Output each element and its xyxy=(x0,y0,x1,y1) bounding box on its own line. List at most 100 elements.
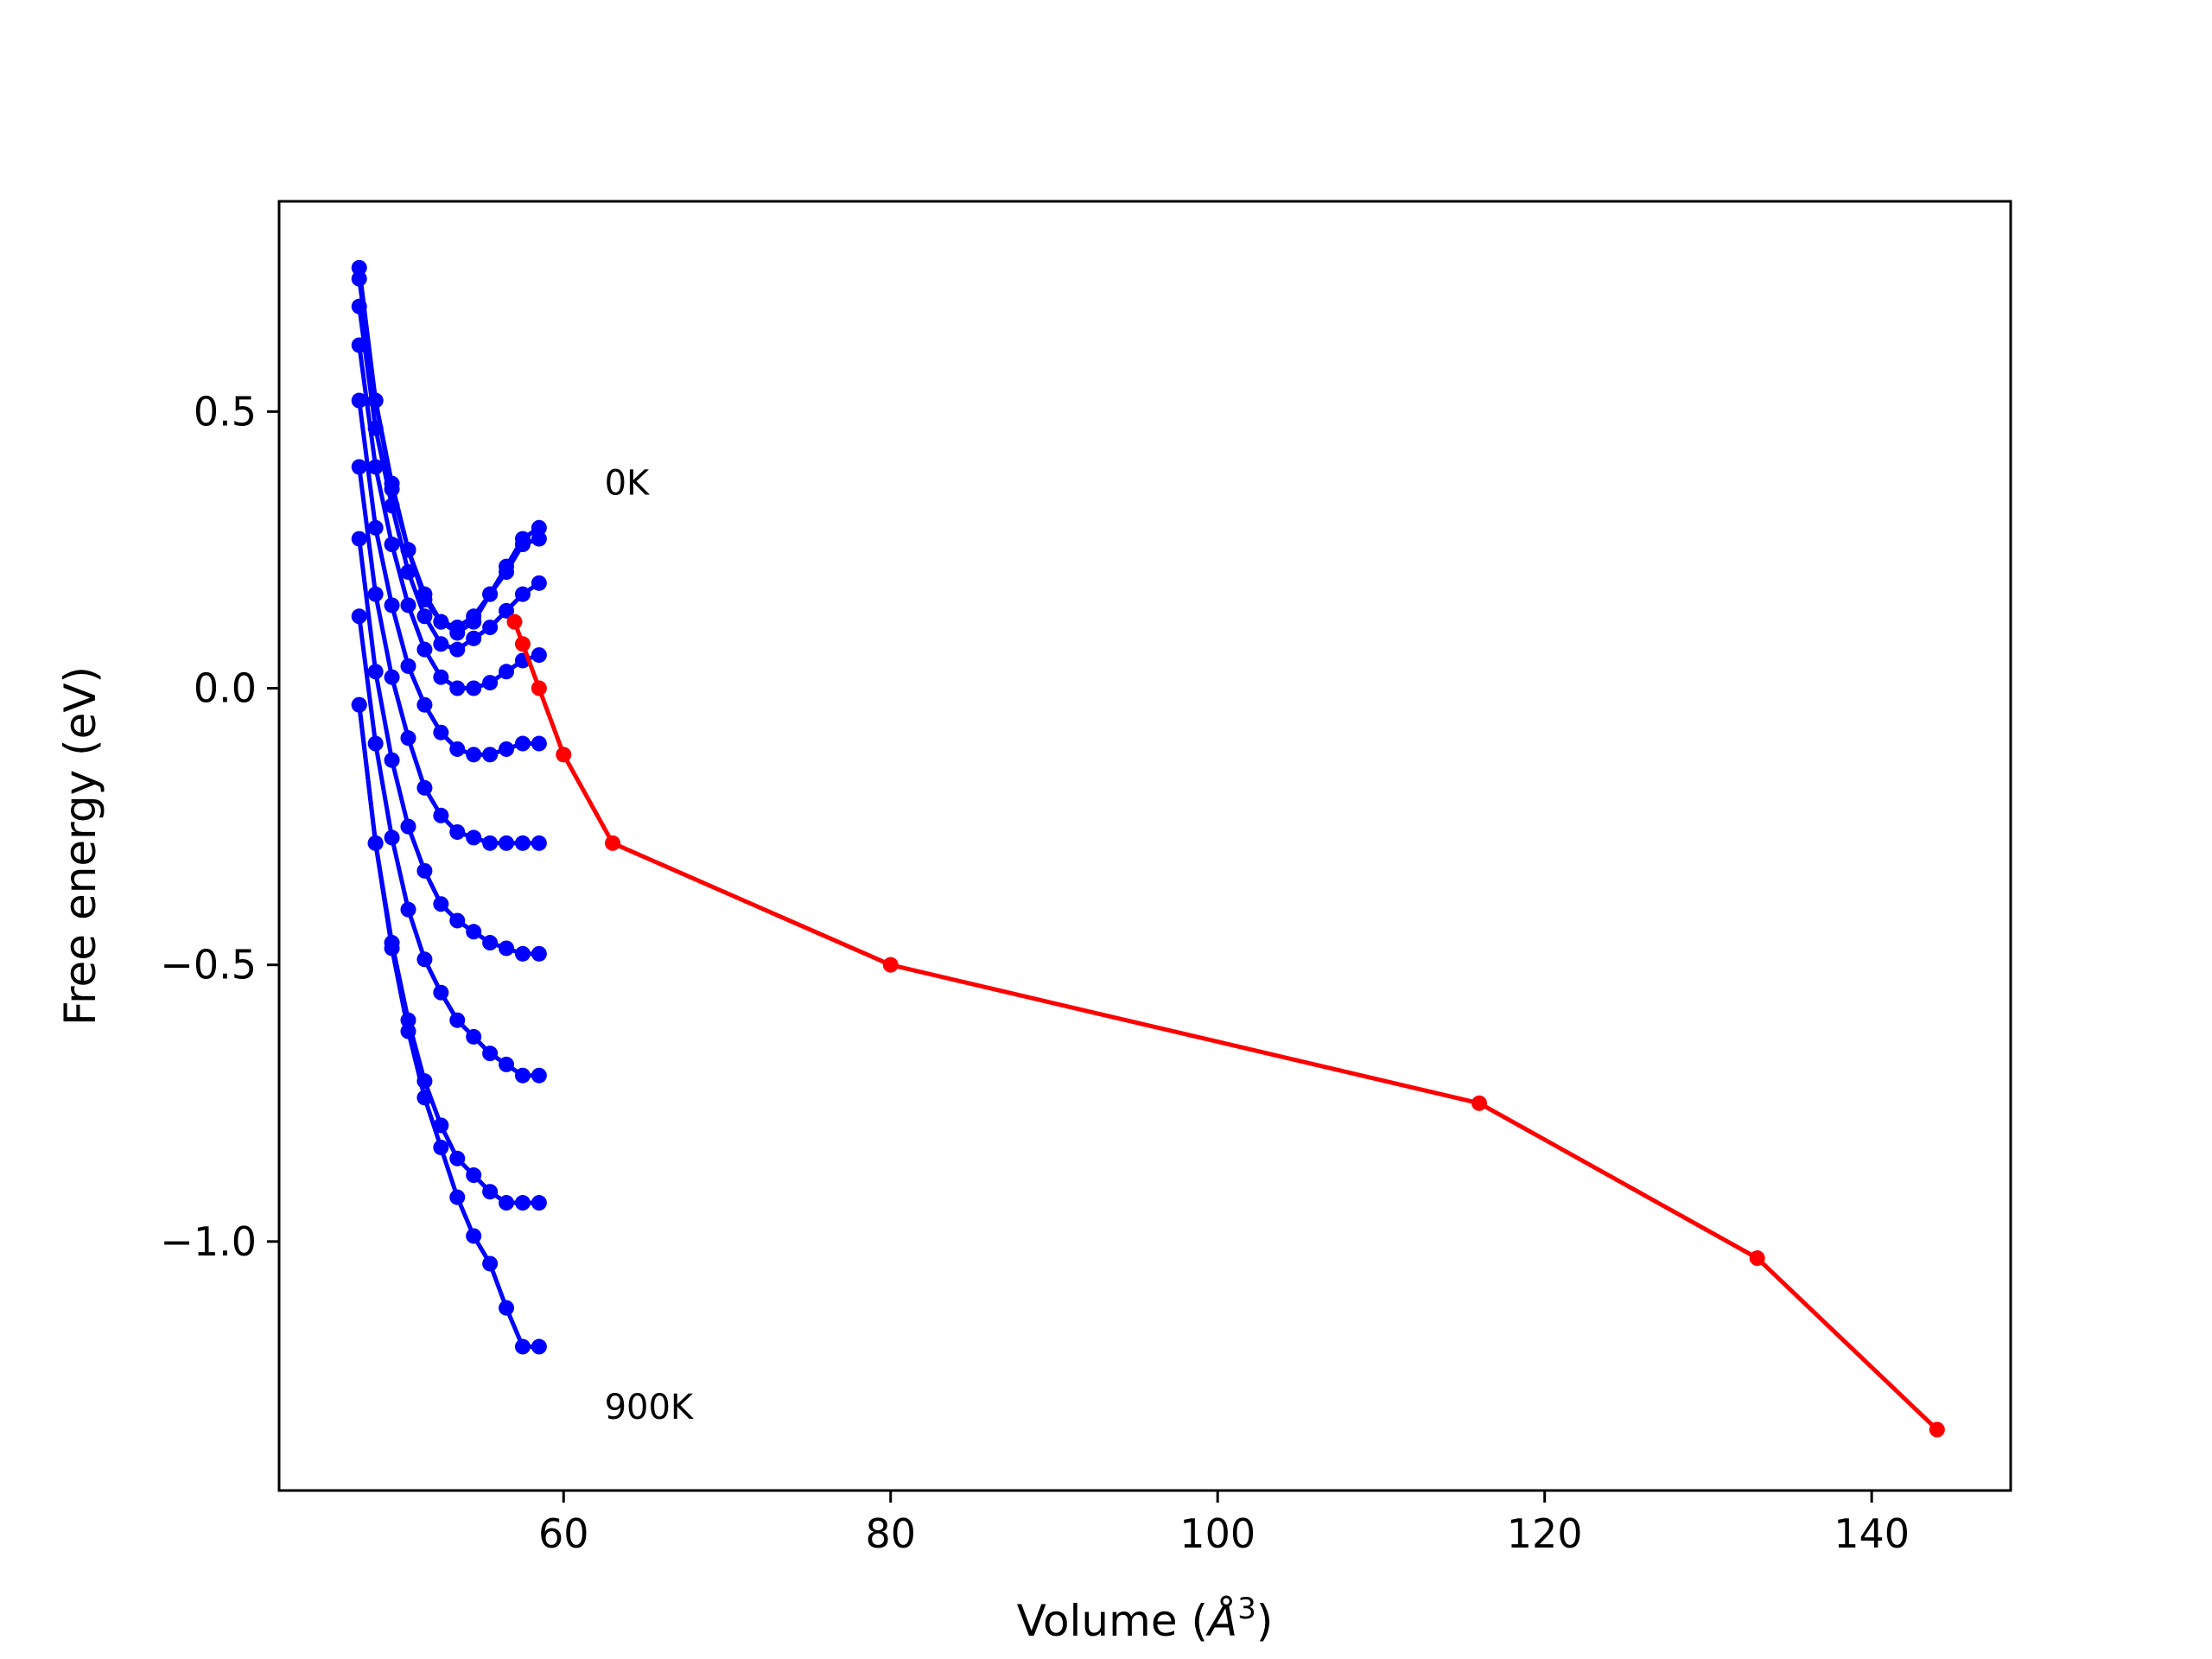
temperature-point xyxy=(400,564,416,581)
temperature-point xyxy=(514,537,531,553)
temperature-point xyxy=(449,1012,466,1028)
temperature-point xyxy=(466,830,482,846)
temperature-point xyxy=(351,298,367,315)
minimum-path-point xyxy=(1749,1250,1765,1267)
temperature-point xyxy=(351,696,367,713)
temperature-point xyxy=(367,586,384,602)
temperature-point xyxy=(351,392,367,409)
temperature-point xyxy=(499,602,515,619)
temperature-point xyxy=(531,575,547,591)
temperature-point xyxy=(416,862,433,879)
temperature-point xyxy=(433,724,449,741)
temperature-point xyxy=(466,924,482,940)
plot-frame xyxy=(277,200,2012,1492)
temperature-point xyxy=(384,940,400,957)
temperature-point xyxy=(499,741,515,757)
temperature-point xyxy=(499,940,515,957)
temperature-point xyxy=(531,1195,547,1211)
y-axis-label: Free energy (eV) xyxy=(55,666,105,1026)
temperature-curve xyxy=(357,345,540,691)
x-tick-label: 120 xyxy=(1507,1510,1583,1557)
temperature-point xyxy=(482,1184,499,1200)
temperature-point xyxy=(514,1338,531,1355)
minimum-path-point xyxy=(1471,1095,1487,1111)
temperature-point xyxy=(482,747,499,763)
temperature-point xyxy=(531,1067,547,1084)
temperature-point xyxy=(433,669,449,685)
minimum-path-point xyxy=(605,835,621,851)
temperature-point xyxy=(499,564,515,581)
temperature-point xyxy=(433,984,449,1001)
temperature-point xyxy=(384,498,400,514)
temperature-point xyxy=(433,613,449,630)
x-axis-label-main: Volume ( xyxy=(1017,1596,1208,1646)
temperature-point xyxy=(514,1067,531,1084)
y-tick-label: −1.0 xyxy=(160,1218,257,1265)
temperature-point xyxy=(367,459,384,475)
temperature-point xyxy=(499,835,515,851)
annotation-900k: 900K xyxy=(605,1388,695,1427)
temperature-point xyxy=(351,337,367,353)
temperature-curve xyxy=(357,704,539,1205)
temperature-point xyxy=(449,912,466,929)
temperature-point xyxy=(351,531,367,547)
minimum-path-point xyxy=(1929,1421,1945,1438)
temperature-point xyxy=(466,613,482,630)
plot-layer xyxy=(351,259,1945,1438)
temperature-point xyxy=(531,531,547,547)
temperature-point xyxy=(499,1300,515,1316)
x-axis-label-unit: Å xyxy=(1205,1596,1237,1646)
temperature-point xyxy=(449,641,466,658)
temperature-point xyxy=(433,896,449,912)
temperature-point xyxy=(433,807,449,823)
temperature-point xyxy=(433,1139,449,1155)
temperature-point xyxy=(482,675,499,691)
temperature-point xyxy=(367,835,384,851)
temperature-point xyxy=(449,741,466,757)
temperature-point xyxy=(384,669,400,685)
temperature-point xyxy=(499,1195,515,1211)
temperature-point xyxy=(416,696,433,713)
temperature-point xyxy=(400,730,416,747)
temperature-point xyxy=(482,620,499,636)
temperature-point xyxy=(384,752,400,768)
temperature-point xyxy=(400,658,416,674)
x-axis-label-sup: 3 xyxy=(1237,1592,1256,1626)
temperature-point xyxy=(384,830,400,846)
temperature-point xyxy=(531,835,547,851)
y-tick-label: 0.0 xyxy=(194,665,257,712)
temperature-point xyxy=(449,823,466,840)
temperature-point xyxy=(531,519,547,536)
temperature-point xyxy=(416,951,433,968)
temperature-point xyxy=(514,945,531,962)
minimum-path-point xyxy=(531,680,547,696)
temperature-point xyxy=(482,1255,499,1272)
temperature-point xyxy=(367,519,384,536)
temperature-point xyxy=(416,779,433,796)
temperature-point xyxy=(367,735,384,752)
x-tick-label: 140 xyxy=(1834,1510,1910,1557)
minimum-path-point xyxy=(514,636,531,652)
temperature-point xyxy=(433,636,449,652)
temperature-point xyxy=(466,747,482,763)
y-tick-label: 0.5 xyxy=(194,388,257,435)
temperature-point xyxy=(482,935,499,951)
temperature-point xyxy=(449,625,466,641)
temperature-point xyxy=(400,597,416,613)
temperature-point xyxy=(416,608,433,625)
minimum-path-point xyxy=(556,747,572,763)
temperature-point xyxy=(466,1028,482,1045)
minimum-path-point xyxy=(506,613,523,630)
annotation-0k: 0K xyxy=(605,463,651,503)
x-tick-label: 100 xyxy=(1179,1510,1255,1557)
temperature-point xyxy=(531,647,547,664)
y-ticks: 0.5 0.0 −0.5 −1.0 xyxy=(160,388,279,1265)
temperature-point xyxy=(367,664,384,680)
x-tick-label: 60 xyxy=(538,1510,589,1557)
temperature-point xyxy=(466,1228,482,1244)
temperature-point xyxy=(482,586,499,602)
temperature-point xyxy=(384,537,400,553)
temperature-point xyxy=(400,1023,416,1039)
temperature-point xyxy=(449,1150,466,1166)
temperature-point xyxy=(416,641,433,658)
